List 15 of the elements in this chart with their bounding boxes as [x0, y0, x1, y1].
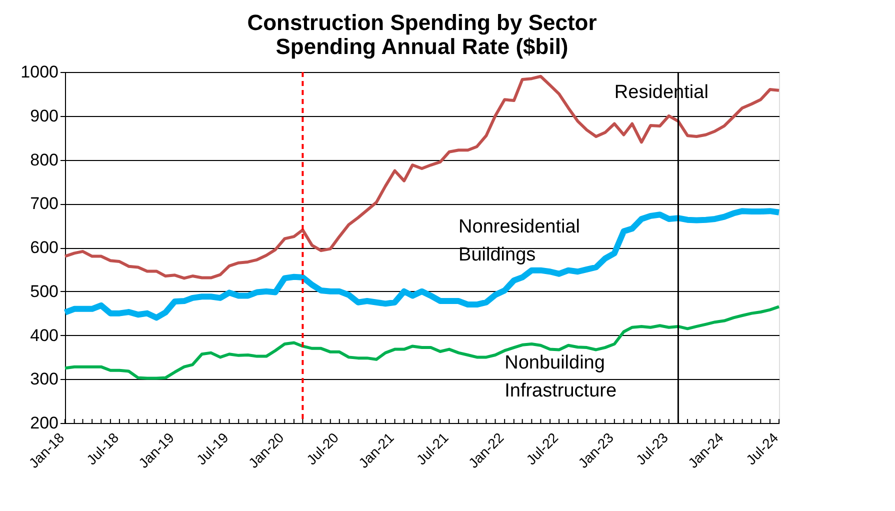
line-series — [64, 305, 780, 380]
y-tick-label: 900 — [30, 106, 58, 126]
y-tick-label: 200 — [30, 414, 58, 432]
y-tick-label: 300 — [30, 370, 58, 389]
y-tick-label: 500 — [30, 282, 58, 301]
y-tick-label: 400 — [30, 326, 58, 345]
y-tick-label: 600 — [30, 238, 58, 257]
y-tick-label: 800 — [30, 150, 58, 170]
chart-title: Construction Spending by Sector — [247, 10, 598, 35]
y-tick-label: 1000 — [20, 62, 58, 82]
y-tick-label: 700 — [30, 194, 58, 214]
series-label: Nonbuilding Infrastructure — [504, 352, 617, 402]
line-series — [64, 74, 780, 280]
chart-subtitle: Spending Annual Rate ($bil) — [276, 34, 568, 59]
series-label: Nonresidential Buildings — [458, 216, 580, 266]
